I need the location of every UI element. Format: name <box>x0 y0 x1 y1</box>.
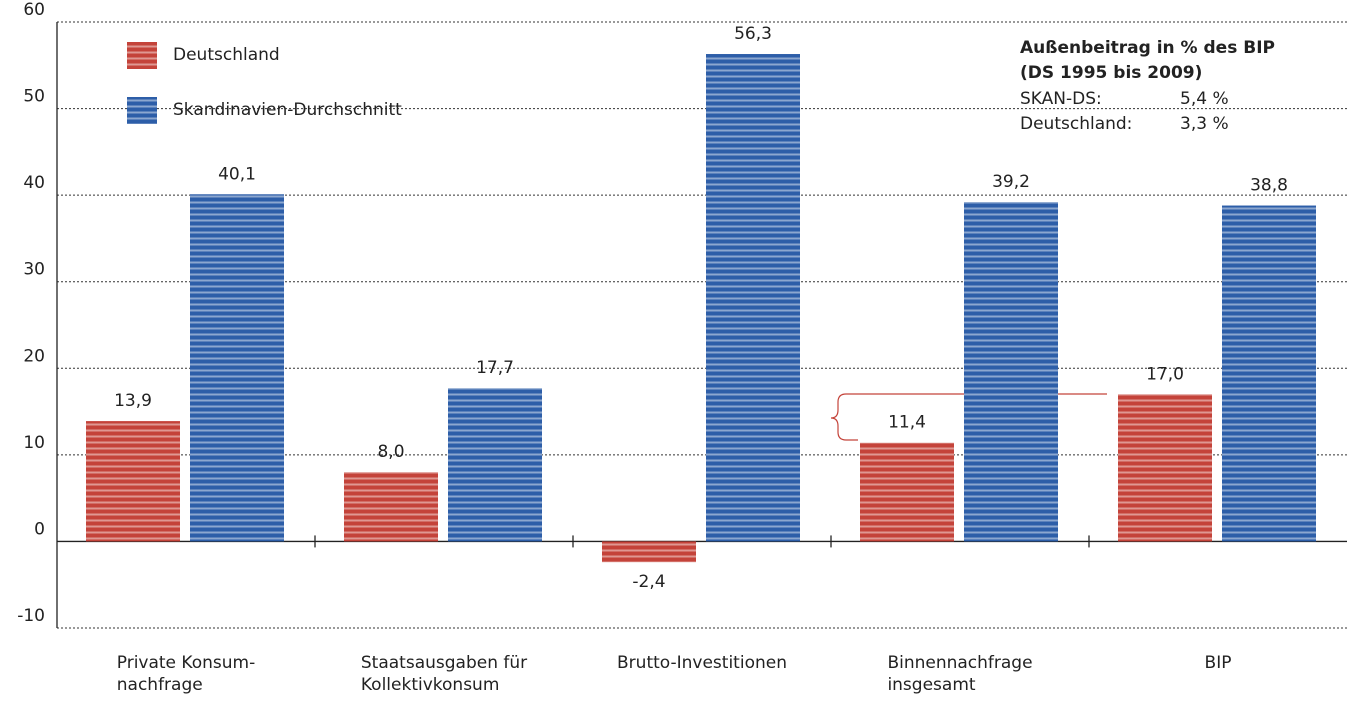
bracket <box>830 393 1107 441</box>
y-tick-label: 40 <box>23 173 45 193</box>
x-tick-box: BIP <box>1089 652 1347 674</box>
x-tick-label: BIP <box>1204 653 1232 673</box>
bar <box>706 54 800 542</box>
bar <box>964 202 1058 542</box>
y-tick-label: -10 <box>17 606 45 626</box>
x-tick-label: Brutto-Investitionen <box>617 653 787 673</box>
bar <box>860 442 954 542</box>
legend-swatch <box>127 42 157 69</box>
annotation-label: Deutschland: <box>1020 114 1132 134</box>
bar <box>1118 394 1212 542</box>
x-tick-box: Staatsausgaben für Kollektivkonsum <box>315 652 573 696</box>
x-tick-box: Private Konsum- nachfrage <box>57 652 315 696</box>
bar <box>344 472 438 542</box>
x-tick-label: Staatsausgaben für Kollektivkonsum <box>360 653 528 695</box>
y-tick-label: 30 <box>23 260 45 280</box>
annotation-value: 3,3 % <box>1180 114 1229 134</box>
x-tick-box: Brutto-Investitionen <box>573 652 831 674</box>
y-tick-label: 60 <box>23 0 45 20</box>
y-tick-label: 20 <box>23 346 45 366</box>
x-tick-box: Binnennachfrage insgesamt <box>831 652 1089 696</box>
bar <box>1222 205 1316 542</box>
value-label: 8,0 <box>377 442 404 462</box>
x-tick-label: Private Konsum- nachfrage <box>116 653 256 695</box>
legend-label: Deutschland <box>173 45 280 65</box>
x-tick-label: Binnennachfrage insgesamt <box>887 653 1033 695</box>
value-label: 17,7 <box>476 358 514 378</box>
value-label: 17,0 <box>1146 364 1184 384</box>
value-label: 56,3 <box>734 24 772 44</box>
value-label: 40,1 <box>218 164 256 184</box>
value-label: 38,8 <box>1250 176 1288 196</box>
annotation-value: 5,4 % <box>1180 89 1229 109</box>
y-tick-label: 10 <box>23 433 45 453</box>
value-label: 13,9 <box>114 391 152 411</box>
bar <box>448 388 542 542</box>
bar <box>86 421 180 542</box>
value-label: -2,4 <box>632 572 665 592</box>
legend-label: Skandinavien-Durchschnitt <box>173 100 402 120</box>
bar <box>190 194 284 542</box>
value-label: 11,4 <box>888 413 926 433</box>
annotation-title: Außenbeitrag in % des BIP <box>1020 38 1275 58</box>
bar <box>602 541 696 563</box>
annotation-label: SKAN-DS: <box>1020 89 1102 109</box>
value-label: 39,2 <box>992 172 1030 192</box>
annotation-subtitle: (DS 1995 bis 2009) <box>1020 63 1202 83</box>
y-tick-label: 50 <box>23 87 45 107</box>
y-tick-label: 0 <box>34 519 45 539</box>
legend-swatch <box>127 97 157 124</box>
